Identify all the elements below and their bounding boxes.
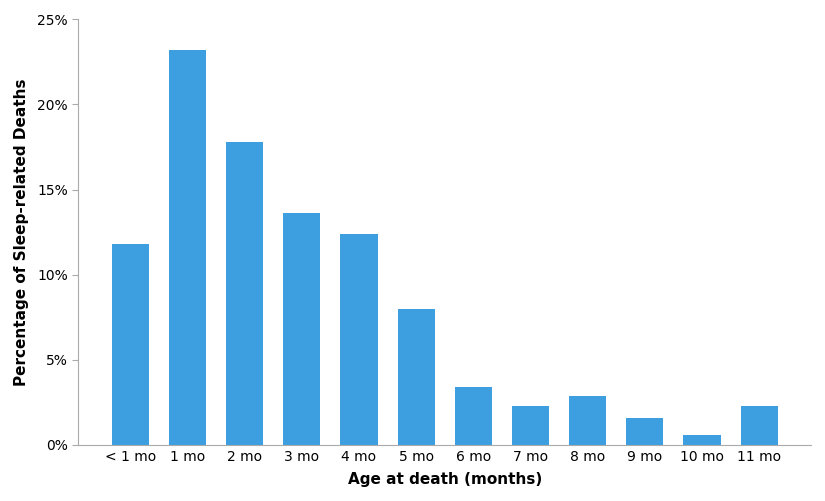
Bar bbox=[111, 244, 148, 445]
Bar bbox=[512, 406, 549, 445]
Bar bbox=[455, 387, 492, 445]
X-axis label: Age at death (months): Age at death (months) bbox=[347, 472, 542, 487]
Y-axis label: Percentage of Sleep-related Deaths: Percentage of Sleep-related Deaths bbox=[14, 78, 29, 386]
Bar bbox=[226, 142, 263, 445]
Bar bbox=[626, 418, 663, 445]
Bar bbox=[741, 406, 778, 445]
Bar bbox=[341, 234, 378, 445]
Bar bbox=[283, 213, 320, 445]
Bar bbox=[569, 396, 606, 445]
Bar bbox=[169, 50, 206, 445]
Bar bbox=[683, 435, 720, 445]
Bar bbox=[398, 309, 435, 445]
